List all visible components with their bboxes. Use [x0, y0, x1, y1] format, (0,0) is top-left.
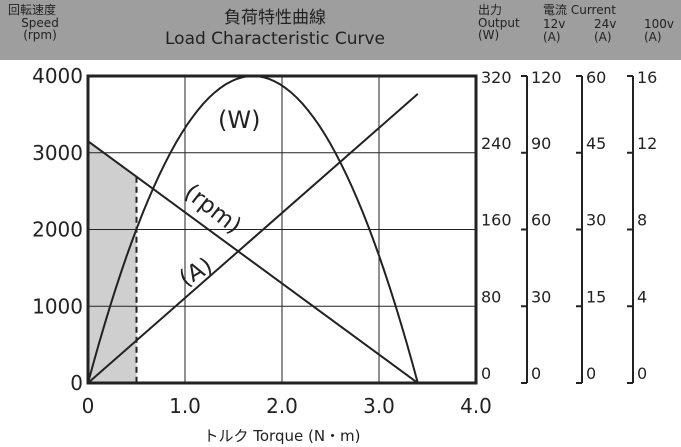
- right-axis-tick-label: 0: [531, 364, 541, 383]
- y-tick-label: 2000: [32, 218, 83, 242]
- y-tick-label: 3000: [32, 141, 83, 165]
- right-axis-tick-label: 120: [531, 68, 562, 87]
- x-tick-label: 2.0: [266, 394, 298, 418]
- right-axis-tick-label: 320: [481, 68, 512, 87]
- right-axis-tick-label: 0: [637, 364, 647, 383]
- x-tick-label: 1.0: [169, 394, 201, 418]
- right-axis-tick-label: 90: [531, 134, 551, 153]
- right-axis-tick-label: 160: [481, 211, 512, 230]
- series-label-a: (A): [175, 253, 217, 292]
- right-axis-tick-label: 4: [637, 287, 647, 306]
- right-axes: 0 80 160 240 320 0 30 60 90 120 0 15 30 45 60 0 4 8 12 16: [481, 68, 657, 383]
- x-axis-label: トルク Torque (N・m): [203, 427, 360, 445]
- right-axis-tick-label: 16: [637, 68, 657, 87]
- x-tick-label: 0: [82, 394, 95, 418]
- right-axis-tick-label: 30: [531, 287, 551, 306]
- right-axis-tick-label: 60: [531, 211, 551, 230]
- right-axis-tick-label: 60: [586, 68, 606, 87]
- right-axis-tick-label: 240: [481, 134, 512, 153]
- right-axis-tick-label: 0: [586, 364, 596, 383]
- right-axis-tick-label: 45: [586, 134, 606, 153]
- x-tick-label: 3.0: [363, 394, 395, 418]
- x-tick-label: 4.0: [460, 394, 492, 418]
- right-axis-tick-label: 15: [586, 287, 606, 306]
- y-tick-label: 0: [70, 371, 83, 395]
- series-label-w: (W): [218, 106, 260, 134]
- right-axis-tick-label: 8: [637, 211, 647, 230]
- x-tick-labels: 0 1.0 2.0 3.0 4.0: [82, 394, 492, 418]
- right-axis-tick-label: 12: [637, 134, 657, 153]
- right-axis-tick-label: 0: [481, 364, 491, 383]
- series-label-rpm: (rpm): [179, 179, 246, 239]
- y-tick-label: 4000: [32, 64, 83, 88]
- grid-lines: [88, 76, 476, 383]
- y-tick-label: 1000: [32, 294, 83, 318]
- right-axis-tick-label: 80: [481, 287, 501, 306]
- right-axis-tick-label: 30: [586, 211, 606, 230]
- y-tick-labels: 0 1000 2000 3000 4000: [32, 64, 83, 395]
